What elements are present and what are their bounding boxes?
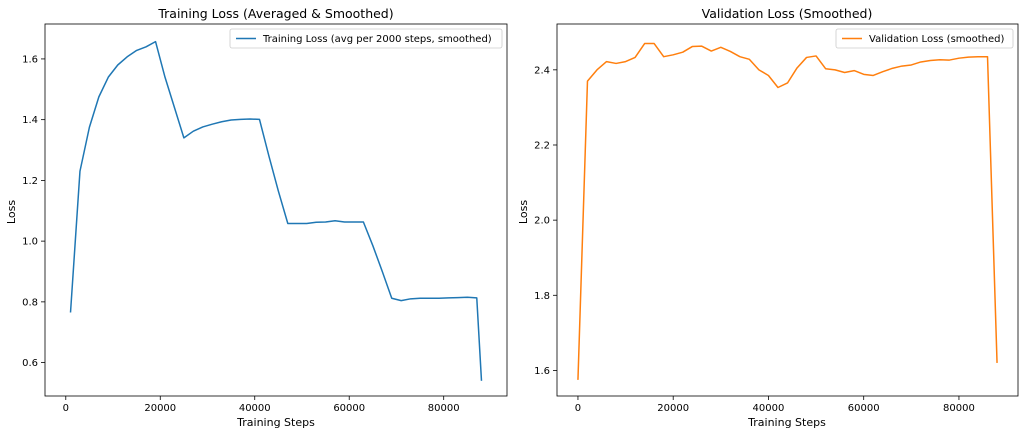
plot-area (69, 40, 483, 381)
tick-group: 0 20000 40000 60000 80000 1.6 1.8 2.0 2.2 2.4 (534, 65, 975, 414)
x-tick-label: 80000 (943, 403, 975, 414)
legend-frame (835, 28, 1014, 49)
y-tick-label: 2.0 (534, 216, 550, 227)
plot-area (577, 42, 998, 380)
legend-frame (229, 28, 503, 49)
tick-group: 0 20000 40000 60000 80000 0.6 0.8 1.0 1.2 1.4 1.6 (22, 54, 460, 414)
y-axis-label: Loss (5, 200, 18, 224)
y-tick-label: 1.4 (22, 115, 38, 126)
x-tick-label: 40000 (239, 403, 271, 414)
x-tick-label: 60000 (333, 403, 365, 414)
training-loss-chart: Training Loss (Averaged & Smoothed) Trai… (5, 6, 508, 429)
series-line (69, 40, 483, 381)
chart-title: Training Loss (Averaged & Smoothed) (157, 6, 393, 21)
x-axis-label: Training Steps (747, 416, 826, 429)
x-tick-label: 0 (63, 403, 69, 414)
y-tick-label: 1.8 (534, 291, 550, 302)
x-axis-label: Training Steps (236, 416, 315, 429)
y-tick-label: 0.6 (22, 358, 38, 369)
y-tick-label: 2.2 (534, 140, 550, 151)
legend-label: Validation Loss (smoothed) (869, 34, 1005, 45)
y-axis-label: Loss (517, 200, 530, 224)
legend: Validation Loss (smoothed) (835, 28, 1014, 49)
legend: Training Loss (avg per 2000 steps, smoot… (229, 28, 503, 49)
axes-frame (44, 23, 508, 397)
x-tick-label: 20000 (144, 403, 176, 414)
legend-label: Training Loss (avg per 2000 steps, smoot… (262, 34, 492, 45)
y-tick-label: 0.8 (22, 297, 38, 308)
x-tick-label: 20000 (657, 403, 689, 414)
series-line (577, 42, 998, 380)
y-tick-label: 1.2 (22, 176, 38, 187)
y-tick-label: 1.0 (22, 237, 38, 248)
x-tick-label: 40000 (753, 403, 785, 414)
y-tick-label: 1.6 (534, 366, 550, 377)
x-tick-label: 80000 (428, 403, 460, 414)
chart-title: Validation Loss (Smoothed) (702, 6, 873, 21)
x-tick-label: 60000 (848, 403, 880, 414)
y-tick-label: 1.6 (22, 54, 38, 65)
y-tick-label: 2.4 (534, 65, 550, 76)
axes-frame (556, 23, 1019, 397)
x-tick-label: 0 (575, 403, 581, 414)
validation-loss-chart: Validation Loss (Smoothed) Training Step… (517, 6, 1019, 429)
